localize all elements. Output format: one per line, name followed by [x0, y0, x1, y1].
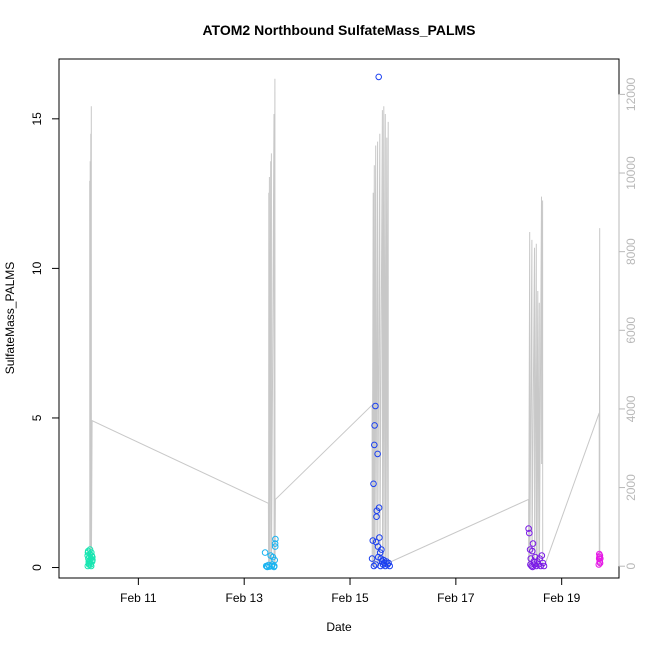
- data-point: [378, 546, 385, 553]
- secondary-line-layer: [89, 78, 601, 567]
- y-axis-right: 0 2000 4000 6000 8000 10000 12000: [618, 77, 638, 570]
- secondary-series-line: [89, 78, 601, 567]
- data-point: [529, 563, 536, 571]
- data-point: [89, 553, 96, 561]
- data-point: [375, 73, 383, 81]
- data-point: [596, 552, 604, 559]
- data-point: [373, 507, 381, 515]
- y-tick-label: 10: [30, 261, 44, 275]
- data-point: [271, 543, 279, 550]
- data-point: [87, 562, 95, 570]
- data-point: [374, 450, 381, 458]
- data-point: [529, 540, 537, 547]
- data-point: [84, 562, 92, 570]
- data-point: [380, 556, 387, 564]
- data-point: [540, 562, 548, 570]
- data-point: [370, 562, 378, 570]
- y-tick-label: 5: [30, 414, 44, 421]
- data-point: [377, 562, 384, 570]
- data-point: [371, 422, 378, 429]
- data-point: [272, 535, 279, 543]
- data-point: [538, 552, 546, 559]
- x-tick-label: Feb 19: [543, 591, 581, 605]
- data-point: [88, 549, 95, 556]
- data-point: [526, 529, 533, 537]
- data-point: [372, 402, 379, 410]
- data-point: [525, 525, 532, 532]
- data-point: [371, 441, 378, 449]
- x-axis: Feb 11 Feb 13 Feb 15 Feb 17 Feb 19: [120, 577, 581, 605]
- data-point: [271, 562, 278, 570]
- data-point: [368, 555, 376, 562]
- y2-tick-label: 4000: [624, 395, 638, 422]
- x-tick-label: Feb 11: [120, 591, 157, 605]
- data-point: [539, 559, 547, 567]
- data-point: [263, 563, 271, 570]
- data-point: [86, 546, 94, 553]
- y2-tick-label: 6000: [624, 317, 638, 344]
- data-point: [376, 534, 383, 541]
- data-point: [597, 555, 604, 562]
- y-axis-label: SulfateMass_PALMS: [3, 262, 17, 375]
- y2-tick-label: 0: [624, 563, 638, 570]
- data-point: [369, 537, 377, 544]
- chart-title: ATOM2 Northbound SulfateMass_PALMS: [202, 22, 475, 38]
- y2-tick-label: 2000: [624, 474, 638, 501]
- y2-tick-label: 10000: [624, 156, 638, 190]
- data-point: [370, 480, 377, 488]
- data-point: [385, 559, 392, 567]
- data-point: [261, 549, 269, 556]
- y-tick-label: 15: [30, 112, 44, 126]
- points-layer: [84, 73, 604, 571]
- x-axis-label: Date: [326, 620, 352, 634]
- y2-tick-label: 12000: [624, 77, 638, 111]
- data-point: [386, 562, 394, 570]
- data-point: [529, 547, 536, 555]
- data-point: [269, 561, 276, 568]
- y-axis-left: 0 5 10 15: [30, 112, 60, 571]
- x-tick-label: Feb 13: [226, 591, 264, 605]
- data-point: [271, 540, 279, 547]
- data-point: [84, 547, 92, 555]
- x-tick-label: Feb 15: [331, 591, 369, 605]
- y2-tick-label: 8000: [624, 238, 638, 265]
- y-tick-label: 0: [30, 564, 44, 571]
- data-point: [596, 559, 604, 567]
- data-point: [375, 553, 382, 561]
- x-tick-label: Feb 17: [437, 591, 475, 605]
